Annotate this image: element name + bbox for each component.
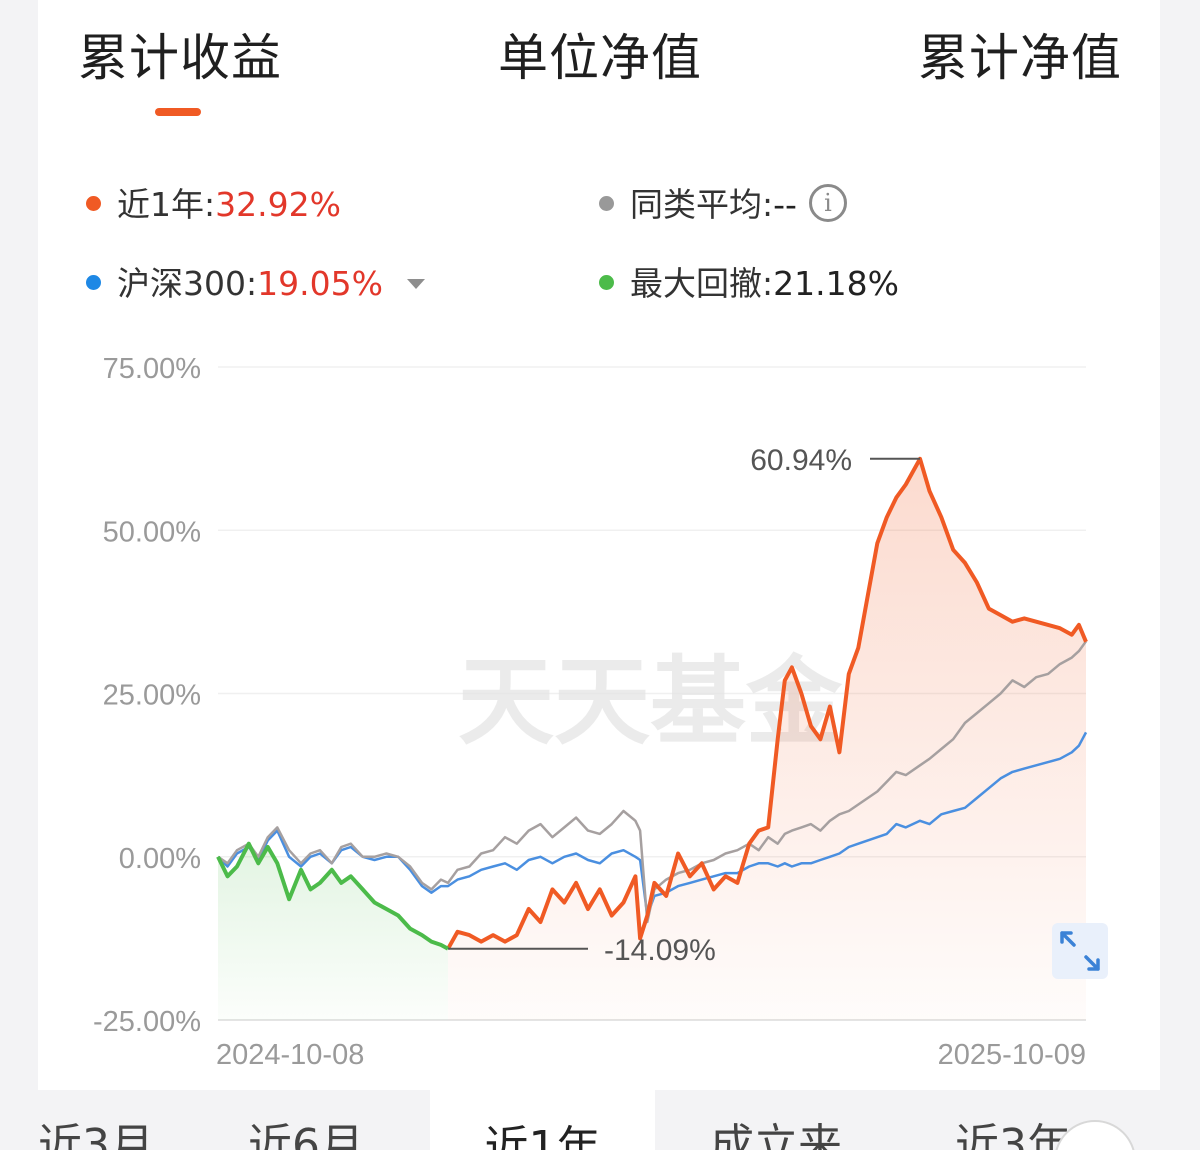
y-tick-label: 50.00% bbox=[103, 516, 201, 548]
expand-icon bbox=[1060, 931, 1100, 971]
fund-line bbox=[446, 456, 1088, 950]
legend-fund: 近1年:32.92% bbox=[86, 184, 341, 226]
legend-peer-dot bbox=[599, 196, 614, 211]
legend-drawdown-value: 21.18% bbox=[773, 264, 899, 303]
y-tick-label: 75.00% bbox=[103, 353, 201, 385]
min-return-label: -14.09% bbox=[604, 934, 716, 967]
y-tick-label: -25.00% bbox=[93, 1006, 201, 1038]
x-tick-label: 2024-10-08 bbox=[216, 1039, 364, 1071]
legend-benchmark-value: 19.05% bbox=[257, 264, 383, 303]
y-tick-label: 0.00% bbox=[119, 843, 201, 875]
legend-fund-value: 32.92% bbox=[215, 185, 341, 224]
returns-chart[interactable]: 75.00% 50.00% 25.00% 0.00% -25.00% 2024-10-0… bbox=[0, 0, 1200, 1090]
legend-benchmark[interactable]: 沪深300:19.05% bbox=[86, 263, 425, 305]
legend-peer-label: 同类平均: bbox=[630, 185, 774, 224]
drawdown-line bbox=[216, 841, 449, 951]
expand-chart-button[interactable] bbox=[1052, 923, 1108, 979]
legend-peer-value: -- bbox=[773, 185, 797, 224]
active-tab-indicator bbox=[155, 108, 201, 116]
legend-benchmark-dot bbox=[86, 275, 101, 290]
x-tick-label: 2025-10-09 bbox=[938, 1039, 1086, 1071]
chevron-down-icon[interactable] bbox=[406, 278, 425, 289]
y-tick-label: 25.00% bbox=[103, 680, 201, 712]
range-tab-6m[interactable]: 近6月 bbox=[248, 1120, 364, 1150]
range-tab-3y[interactable]: 近3年 bbox=[955, 1120, 1071, 1150]
tab-cumulative-nav[interactable]: 累计净值 bbox=[918, 29, 1122, 87]
max-return-label: 60.94% bbox=[750, 444, 852, 477]
range-tab-since-inception[interactable]: 成立来 bbox=[710, 1120, 842, 1150]
range-tab-1y[interactable]: 近1年 bbox=[430, 1090, 655, 1150]
drawdown-area bbox=[218, 843, 449, 1020]
info-icon[interactable]: i bbox=[808, 183, 847, 222]
fund-area bbox=[448, 458, 1086, 1020]
range-tab-bar: 近3月 近6月 近1年 成立来 近3年 bbox=[0, 1090, 1200, 1150]
legend-max-drawdown: 最大回撤:21.18% bbox=[599, 263, 899, 305]
range-tab-3m[interactable]: 近3月 bbox=[38, 1120, 154, 1150]
legend-fund-dot bbox=[86, 196, 101, 211]
tab-cumulative-return[interactable]: 累计收益 bbox=[78, 29, 282, 87]
legend-fund-label: 近1年: bbox=[117, 185, 216, 224]
legend-drawdown-label: 最大回撤: bbox=[630, 264, 774, 303]
tab-unit-nav[interactable]: 单位净值 bbox=[498, 29, 702, 87]
legend-benchmark-label: 沪深300: bbox=[117, 264, 258, 303]
legend-drawdown-dot bbox=[599, 275, 614, 290]
legend-peer-average: 同类平均:-- i bbox=[599, 183, 847, 226]
